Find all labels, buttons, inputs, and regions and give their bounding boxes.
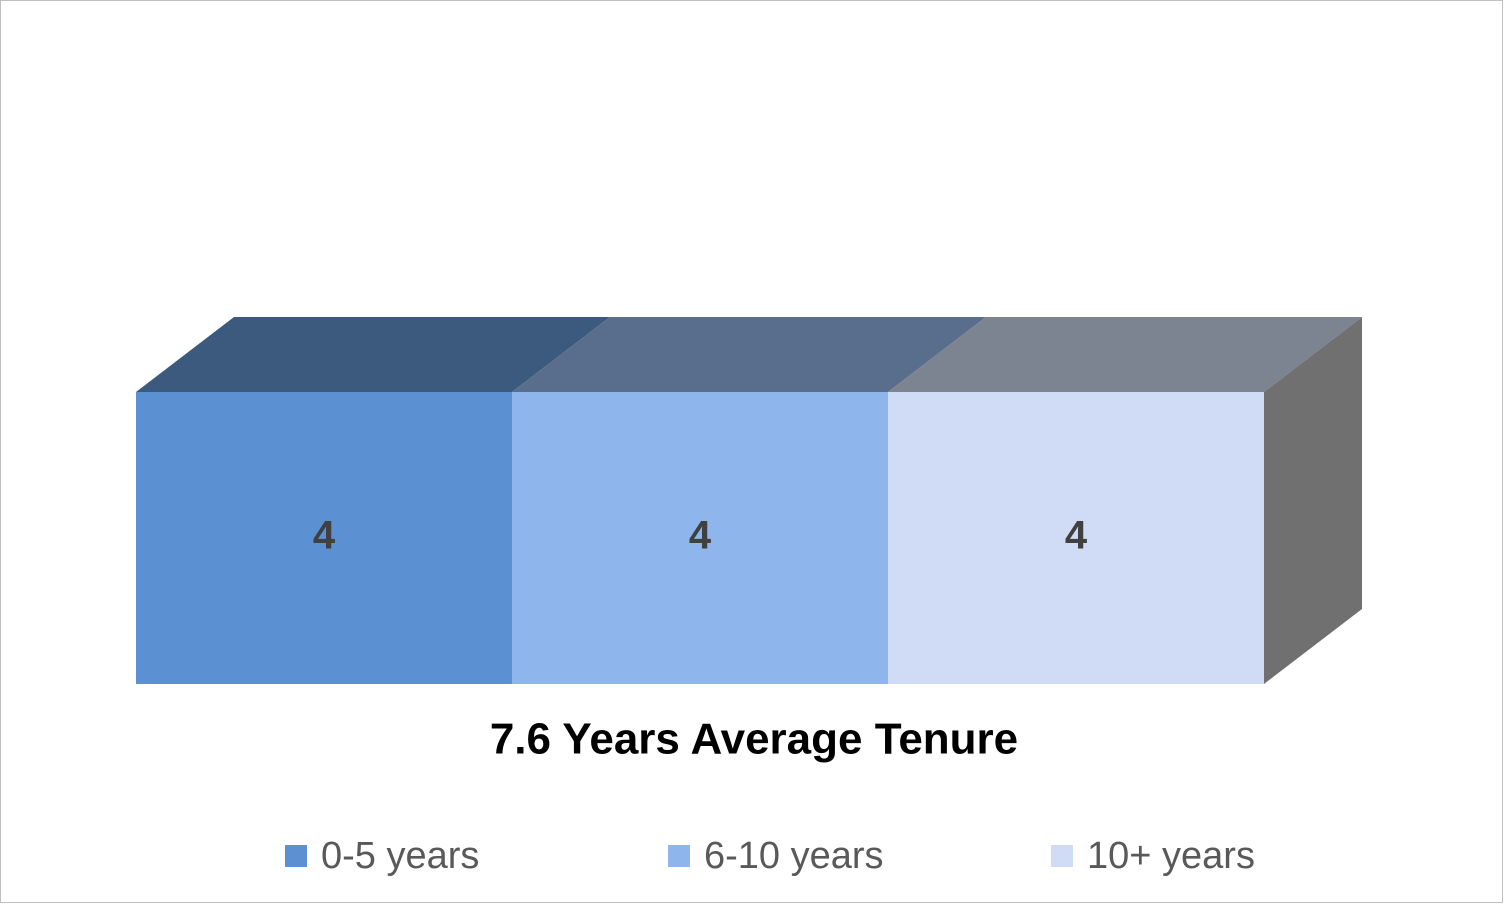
legend-label: 0-5 years	[321, 835, 479, 877]
bar	[512, 392, 888, 684]
category-label: 7.6 Years Average Tenure	[490, 715, 1018, 764]
legend-swatch	[668, 845, 690, 867]
bar-top	[136, 317, 610, 392]
data-label: 4	[313, 514, 336, 558]
bar	[136, 392, 512, 684]
bar-top	[888, 317, 1362, 392]
data-label: 4	[689, 514, 712, 558]
legend-swatch	[285, 845, 307, 867]
legend-swatch	[1051, 845, 1073, 867]
bar-top	[512, 317, 986, 392]
legend-label: 6-10 years	[704, 835, 884, 877]
bar	[888, 392, 1264, 684]
bar-side	[1264, 317, 1362, 684]
data-label: 4	[1065, 514, 1088, 558]
legend-label: 10+ years	[1087, 835, 1255, 877]
